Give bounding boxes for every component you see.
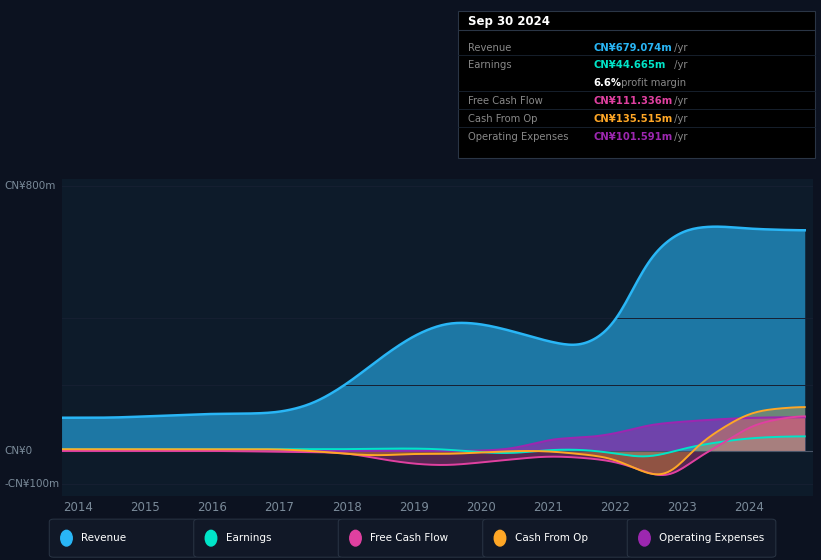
Text: /yr: /yr — [671, 114, 687, 124]
Text: CN¥135.515m: CN¥135.515m — [594, 114, 673, 124]
Text: profit margin: profit margin — [618, 78, 686, 88]
Text: CN¥0: CN¥0 — [4, 446, 32, 456]
Text: /yr: /yr — [671, 96, 687, 106]
Text: Free Cash Flow: Free Cash Flow — [468, 96, 543, 106]
Text: Sep 30 2024: Sep 30 2024 — [468, 15, 550, 28]
Text: Cash From Op: Cash From Op — [468, 114, 538, 124]
Text: /yr: /yr — [671, 60, 687, 71]
Text: Earnings: Earnings — [226, 533, 271, 543]
Text: Cash From Op: Cash From Op — [515, 533, 588, 543]
Text: Free Cash Flow: Free Cash Flow — [370, 533, 448, 543]
Text: CN¥44.665m: CN¥44.665m — [594, 60, 666, 71]
Text: Revenue: Revenue — [468, 43, 511, 53]
Text: Operating Expenses: Operating Expenses — [659, 533, 764, 543]
Text: Operating Expenses: Operating Expenses — [468, 132, 568, 142]
Text: Earnings: Earnings — [468, 60, 511, 71]
Text: CN¥101.591m: CN¥101.591m — [594, 132, 673, 142]
Text: /yr: /yr — [671, 43, 687, 53]
Text: CN¥800m: CN¥800m — [4, 181, 56, 191]
Text: -CN¥100m: -CN¥100m — [4, 479, 59, 489]
Text: /yr: /yr — [671, 132, 687, 142]
Text: CN¥679.074m: CN¥679.074m — [594, 43, 672, 53]
Text: 6.6%: 6.6% — [594, 78, 621, 88]
Text: CN¥111.336m: CN¥111.336m — [594, 96, 673, 106]
Text: Revenue: Revenue — [81, 533, 126, 543]
